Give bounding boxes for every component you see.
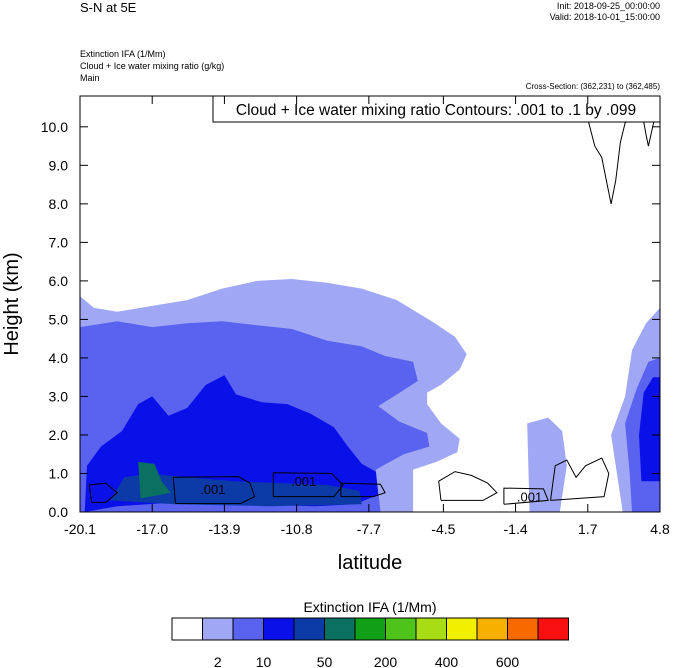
colorbar-swatch [446, 617, 478, 641]
colorbar-label: 400 [435, 654, 459, 668]
contour-line-6 [550, 457, 610, 501]
field-line-main: Main [80, 73, 100, 83]
colorbar-swatch [537, 617, 569, 641]
colorbar-swatch [415, 617, 447, 641]
contour-label-0: .001 [200, 482, 225, 497]
axes: -20.1 -17.0 -13.9 -10.8 -7.7 -4.5 -1.4 1.7 4.8 0.… [41, 96, 670, 537]
colorbar-swatch [171, 617, 203, 641]
y-tick-label: 3.0 [49, 388, 69, 404]
x-tick-label: -13.9 [208, 521, 240, 537]
x-tick-label: -1.4 [504, 521, 528, 537]
colorbar-label: 50 [317, 654, 333, 668]
y-tick-label: 8.0 [49, 196, 69, 212]
colorbar-swatch [507, 617, 539, 641]
colorbar-swatch [385, 617, 417, 641]
y-tick-label: 7.0 [49, 234, 69, 250]
contour-info-text: Cloud + Ice water mixing ratio Contours:… [236, 102, 636, 119]
contour-line-4 [438, 471, 498, 501]
x-tick-label: -20.1 [64, 521, 96, 537]
x-tick-label: -17.0 [136, 521, 168, 537]
filled-regions [80, 279, 660, 512]
y-tick-label: 9.0 [49, 157, 69, 173]
field-line-extinction: Extinction IFA (1/Mm) [80, 49, 166, 59]
contour-lines: .001 .001 .001 [88, 96, 660, 505]
colorbar-label: 600 [496, 654, 520, 668]
x-tick-label: 1.7 [578, 521, 598, 537]
colorbar-swatch [324, 617, 356, 641]
field-line-mixing-ratio: Cloud + Ice water mixing ratio (g/kg) [80, 61, 225, 71]
colorbar-swatch [263, 617, 295, 641]
colorbar-label: 2 [214, 654, 222, 668]
y-tick-label: 5.0 [49, 311, 69, 327]
colorbar-swatch [293, 617, 325, 641]
colorbar: 2 10 50 200 400 600 [171, 617, 569, 668]
x-tick-label: -7.7 [357, 521, 381, 537]
contour-line-1 [272, 472, 344, 498]
contour-label-5: .001 [517, 490, 542, 505]
contour-line-0 [172, 476, 256, 504]
y-axis-label: Height (km) [1, 252, 23, 355]
y-tick-label: 10.0 [41, 119, 68, 135]
valid-time: Valid: 2018-10-01_15:00:00 [549, 12, 660, 22]
contour-info-box: Cloud + Ice water mixing ratio Contours:… [212, 95, 661, 123]
x-tick-label: -10.8 [281, 521, 313, 537]
page-title: S-N at 5E [80, 0, 137, 15]
init-time: Init: 2018-09-25_00:00:00 [556, 1, 660, 11]
x-tick-label: -4.5 [431, 521, 455, 537]
extinction-region-8 [138, 461, 171, 499]
y-tick-label: 0.0 [49, 504, 69, 520]
y-tick-label: 6.0 [49, 273, 69, 289]
y-tick-label: 2.0 [49, 427, 69, 443]
extinction-region-6 [639, 377, 660, 482]
colorbar-swatch [476, 617, 508, 641]
x-axis-label: latitude [338, 552, 403, 574]
colorbar-swatch [232, 617, 264, 641]
contour-line-3 [88, 482, 119, 503]
colorbar-label: 10 [256, 654, 272, 668]
contour-line-2 [340, 482, 386, 498]
colorbar-swatch [202, 617, 234, 641]
y-tick-label: 4.0 [49, 350, 69, 366]
contour-label-1: .001 [291, 474, 316, 489]
contour-line-5 [503, 487, 549, 505]
colorbar-label: 200 [374, 654, 398, 668]
colorbar-title: Extinction IFA (1/Mm) [303, 599, 436, 615]
x-tick-label: 4.8 [650, 521, 670, 537]
cross-section-label: Cross-Section: (362,231) to (362,485) [525, 82, 660, 91]
contour-line-7 [587, 114, 635, 204]
y-tick-label: 1.0 [49, 465, 69, 481]
colorbar-swatch [354, 617, 386, 641]
